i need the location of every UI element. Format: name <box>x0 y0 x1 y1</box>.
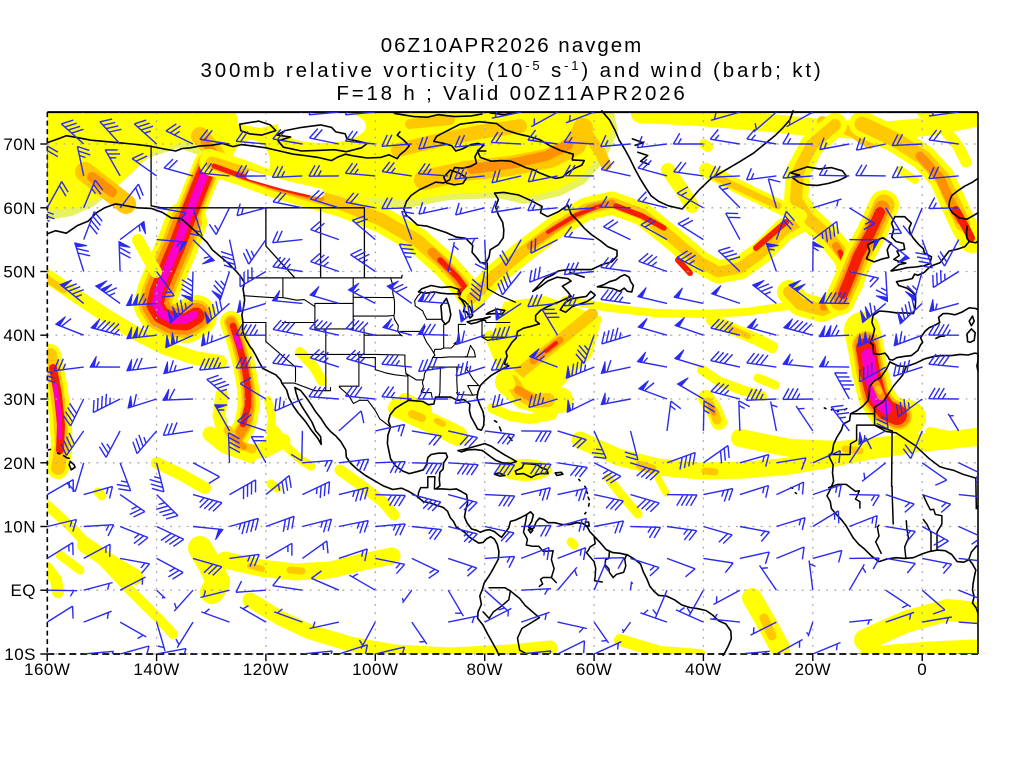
svg-text:EQ: EQ <box>10 581 36 600</box>
svg-text:160W: 160W <box>24 660 70 679</box>
svg-text:10S: 10S <box>4 645 36 664</box>
svg-text:70N: 70N <box>3 135 36 154</box>
svg-text:40N: 40N <box>3 326 36 345</box>
svg-text:20W: 20W <box>795 660 831 679</box>
svg-text:40W: 40W <box>685 660 721 679</box>
svg-text:300mb relative vorticity (10-5: 300mb relative vorticity (10-5 s-1) and … <box>200 58 823 82</box>
svg-text:10N: 10N <box>3 518 36 537</box>
svg-text:50N: 50N <box>3 263 36 282</box>
svg-text:0: 0 <box>917 660 927 679</box>
svg-text:60N: 60N <box>3 199 36 218</box>
svg-text:60W: 60W <box>576 660 612 679</box>
svg-text:06Z10APR2026 navgem: 06Z10APR2026 navgem <box>381 34 644 57</box>
svg-text:120W: 120W <box>243 660 289 679</box>
svg-text:30N: 30N <box>3 390 36 409</box>
svg-text:100W: 100W <box>352 660 398 679</box>
svg-text:20N: 20N <box>3 454 36 473</box>
svg-text:F=18 h ; Valid 00Z11APR2026: F=18 h ; Valid 00Z11APR2026 <box>336 82 687 105</box>
svg-text:80W: 80W <box>466 660 502 679</box>
svg-text:140W: 140W <box>133 660 179 679</box>
